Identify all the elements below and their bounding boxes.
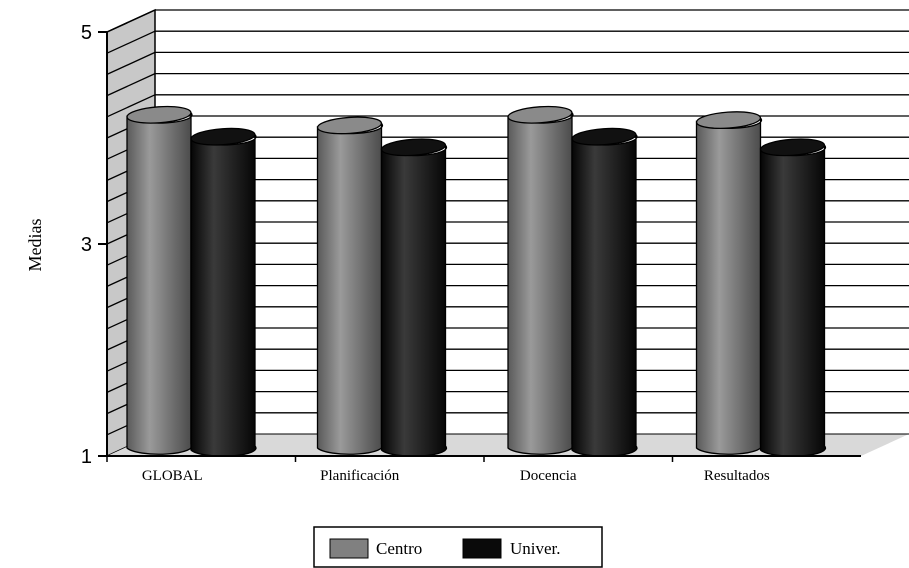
legend: Centro Univer.	[313, 526, 603, 568]
legend-label-centro: Centro	[376, 539, 422, 558]
y-tick-label: 5	[81, 22, 92, 44]
y-tick-label: 1	[81, 446, 92, 468]
bar-top	[507, 105, 573, 124]
bar-top	[316, 116, 383, 135]
gridline-diagonal	[106, 9, 156, 33]
y-axis-label: Medias	[25, 219, 45, 272]
bar-body	[695, 116, 763, 455]
legend-label-univer: Univer.	[510, 539, 561, 558]
bar-top	[380, 138, 447, 157]
x-tick-label: GLOBAL	[142, 468, 203, 484]
bar-body	[316, 121, 384, 455]
bar-top	[126, 105, 192, 124]
gridline-diagonal	[106, 94, 156, 118]
x-tick-label: Docencia	[520, 468, 577, 484]
y-tick-label: 3	[81, 234, 92, 256]
x-tick-label: Planificación	[320, 468, 400, 484]
bar-body	[507, 111, 574, 455]
bar-body	[759, 143, 827, 457]
gridline-diagonal	[106, 73, 156, 97]
bar-body	[571, 133, 638, 457]
bar-top	[571, 127, 637, 146]
legend-swatch-centro	[329, 538, 369, 559]
bar-body	[190, 133, 257, 457]
bars	[126, 105, 827, 457]
y-ticks: 1 3 5	[81, 22, 107, 468]
gridline-diagonal	[106, 51, 156, 75]
x-tick-labels: GLOBAL Planificación Docencia Resultados	[106, 456, 770, 484]
bar-top	[190, 127, 256, 146]
x-tick-label: Resultados	[704, 468, 770, 484]
bar-body	[380, 143, 448, 457]
bar-body	[126, 111, 193, 455]
bar-top	[695, 111, 762, 130]
gridline-diagonal	[106, 30, 156, 54]
legend-swatch-univer	[462, 538, 502, 559]
bar-top	[759, 138, 826, 157]
